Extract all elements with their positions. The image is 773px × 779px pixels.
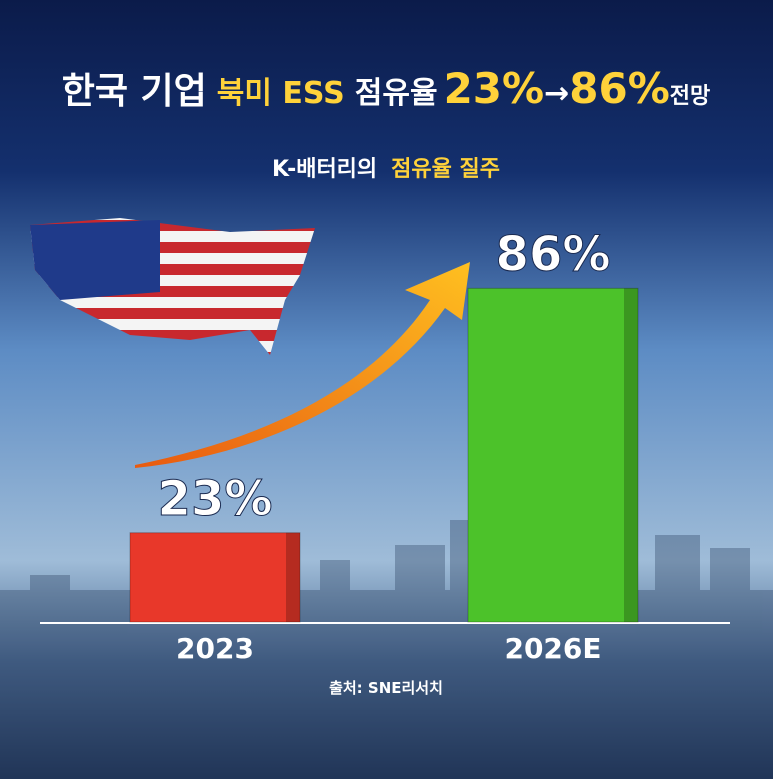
bar-shade <box>286 532 300 622</box>
bar-shade <box>624 288 638 622</box>
bar <box>129 532 301 623</box>
value-label: 23% <box>158 471 273 527</box>
title-part: 86% <box>569 64 670 113</box>
title-part: 한국 기업 <box>62 71 207 112</box>
source: 출처: SNE리서치 <box>329 679 443 697</box>
subtitle: K-배터리의 점유율 질주 <box>272 157 500 182</box>
trend-arrow <box>135 262 470 468</box>
title: 한국 기업 북미 ESS 점유율 23%→86%전망 <box>62 64 711 113</box>
subtitle-part: K-배터리의 <box>272 157 377 182</box>
us-map-flag <box>30 218 315 355</box>
title-part: 북미 ESS <box>217 76 345 111</box>
subtitle-part: 점유율 질주 <box>391 157 500 182</box>
title-part: 점유율 <box>355 76 438 111</box>
value-label: 86% <box>496 226 611 282</box>
title-part: 전망 <box>670 84 710 109</box>
title-part: 23% <box>444 64 545 113</box>
x-tick-label: 2026E <box>504 632 601 665</box>
bar <box>467 287 639 623</box>
x-tick-label: 2023 <box>176 632 254 665</box>
title-part: → <box>544 76 569 111</box>
